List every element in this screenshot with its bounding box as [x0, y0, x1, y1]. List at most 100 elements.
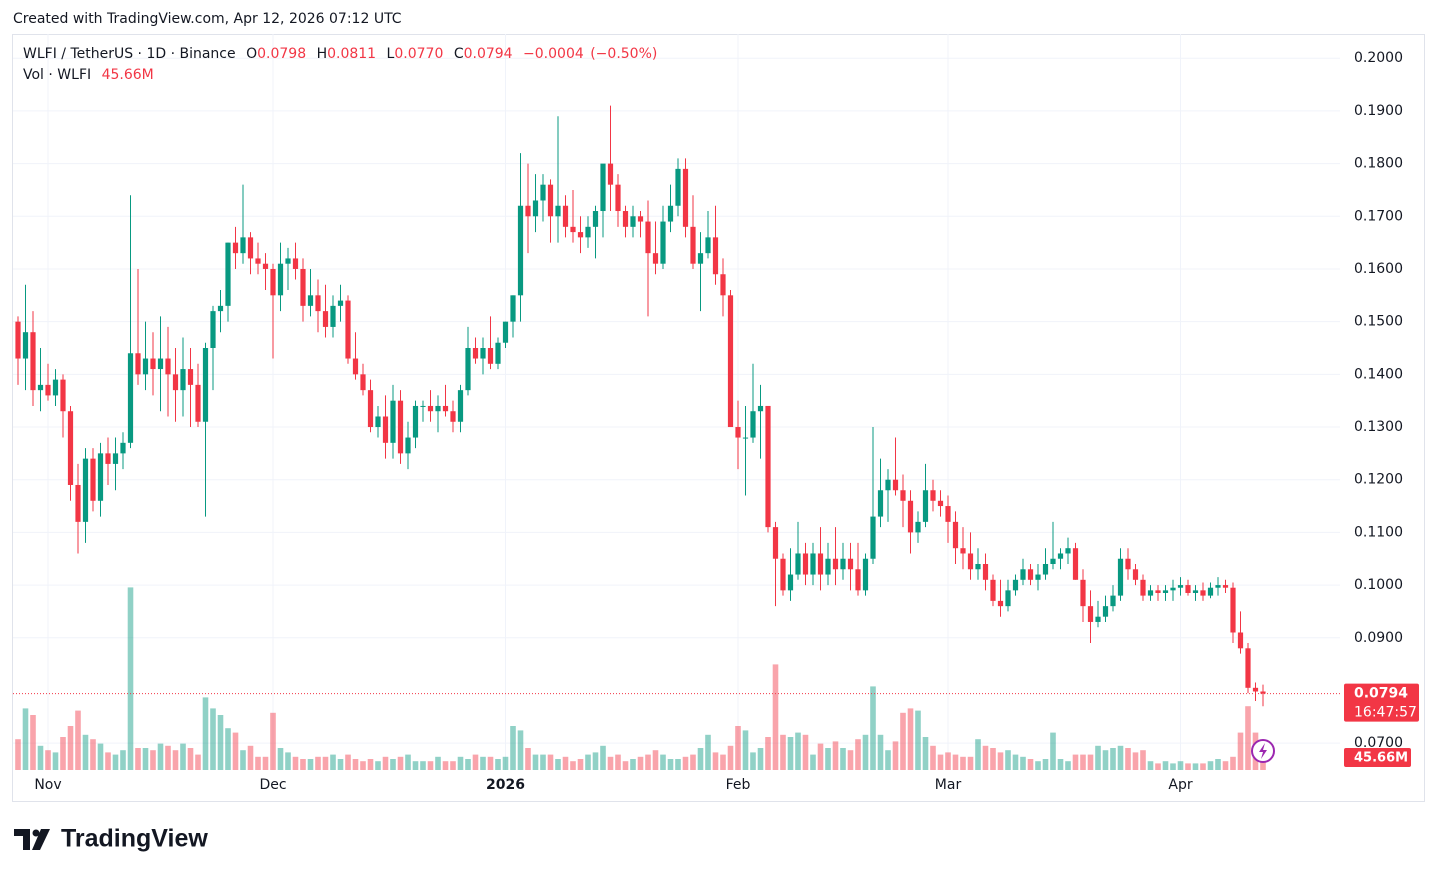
candle-body — [1140, 579, 1146, 596]
candle-body — [697, 253, 704, 264]
candle-body — [615, 184, 621, 212]
volume-bar — [600, 745, 606, 770]
volume-bar — [652, 750, 659, 770]
candle-body — [832, 558, 839, 570]
volume-bar — [1170, 763, 1176, 770]
volume-bar — [1072, 754, 1079, 770]
volume-bar — [1065, 761, 1071, 770]
candle-body — [600, 163, 606, 212]
volume-bar — [225, 728, 231, 770]
candle-body — [1027, 569, 1034, 580]
volume-bar — [1185, 763, 1191, 770]
candle-body — [427, 405, 434, 412]
volume-value: 45.66M — [102, 67, 154, 83]
candle-body — [360, 374, 366, 391]
volume-bar — [232, 732, 239, 770]
candle-body — [1110, 595, 1116, 607]
candle-body — [712, 237, 719, 275]
volume-bar — [960, 756, 966, 770]
volume-bar — [15, 739, 21, 770]
volume-bar — [667, 759, 674, 770]
y-tick-label: 0.1700 — [1354, 208, 1403, 224]
volume-bar — [997, 752, 1004, 770]
volume-bar — [390, 759, 396, 770]
volume-bar — [570, 761, 576, 770]
candle-body — [322, 311, 329, 327]
candle-body — [547, 184, 554, 217]
candle-body — [990, 579, 996, 601]
volume-bar — [892, 741, 899, 770]
candle-body — [45, 384, 51, 396]
volume-bar — [945, 752, 951, 770]
volume-bar — [150, 750, 156, 770]
volume-bar — [682, 756, 689, 770]
candle-body — [112, 453, 119, 464]
volume-bar — [1020, 756, 1026, 770]
candle-body — [1155, 590, 1161, 593]
alert-icon[interactable] — [1251, 739, 1275, 763]
candle-body — [720, 274, 726, 296]
y-tick-label: 0.1200 — [1354, 472, 1403, 488]
candle-body — [795, 553, 801, 575]
candle-body — [825, 558, 831, 575]
chart-frame — [12, 34, 1425, 802]
candle-body — [247, 237, 254, 259]
candle-body — [1222, 585, 1229, 588]
volume-bar — [397, 756, 404, 770]
volume-bar — [1207, 761, 1214, 770]
candle-body — [1005, 590, 1011, 607]
volume-bar — [52, 752, 59, 770]
volume-bar — [60, 737, 66, 770]
candle-body — [735, 427, 741, 438]
y-tick-label: 0.0700 — [1354, 735, 1403, 751]
volume-bar — [937, 754, 944, 770]
volume-bar — [1245, 706, 1251, 770]
candle-body — [465, 347, 471, 391]
volume-bar — [135, 748, 141, 770]
candle-body — [532, 200, 539, 217]
volume-bar — [240, 750, 246, 770]
volume-bar — [45, 750, 51, 770]
volume-bar — [382, 756, 389, 770]
volume-bar — [1260, 759, 1266, 770]
y-tick-label: 0.1400 — [1354, 366, 1403, 382]
volume-bar — [1095, 745, 1101, 770]
candle-body — [1162, 590, 1169, 593]
volume-bar — [705, 734, 711, 770]
volume-bar — [630, 759, 636, 770]
candle-body — [817, 553, 824, 575]
volume-bar — [795, 732, 801, 770]
candle-body — [960, 548, 966, 554]
candle-body — [397, 400, 404, 454]
candle-body — [22, 332, 29, 359]
candle-body — [67, 411, 74, 485]
change: −0.0004 — [523, 46, 584, 62]
candle-body — [210, 311, 216, 348]
candle-body — [262, 263, 269, 269]
candle-body — [285, 258, 291, 264]
volume-bar — [450, 761, 456, 770]
candle-body — [1207, 587, 1214, 596]
volume-bar — [757, 748, 764, 770]
volume-bar — [1057, 759, 1064, 770]
candle-body — [412, 405, 419, 438]
volume-bar — [1140, 750, 1146, 770]
candle-body — [1065, 548, 1071, 554]
volume-bar — [1155, 763, 1161, 770]
volume-bar — [922, 737, 929, 770]
volume-bar — [37, 745, 44, 770]
volume-bar — [675, 759, 681, 770]
volume-bar — [435, 756, 441, 770]
volume-bar — [502, 756, 509, 770]
ohlc-value: 0.0794 — [464, 46, 513, 62]
y-tick-label: 0.1800 — [1354, 156, 1403, 172]
candle-body — [1080, 579, 1086, 607]
volume-bar — [375, 761, 381, 770]
axes: 0.0700 0.0900 0.1000 0.1100 0.1200 0.1300 0.14… — [13, 50, 1419, 793]
volume-bar — [495, 759, 501, 770]
candle-body — [30, 332, 36, 391]
volume-bar — [285, 752, 291, 770]
candle-body — [555, 205, 561, 217]
candle-body — [495, 342, 501, 364]
